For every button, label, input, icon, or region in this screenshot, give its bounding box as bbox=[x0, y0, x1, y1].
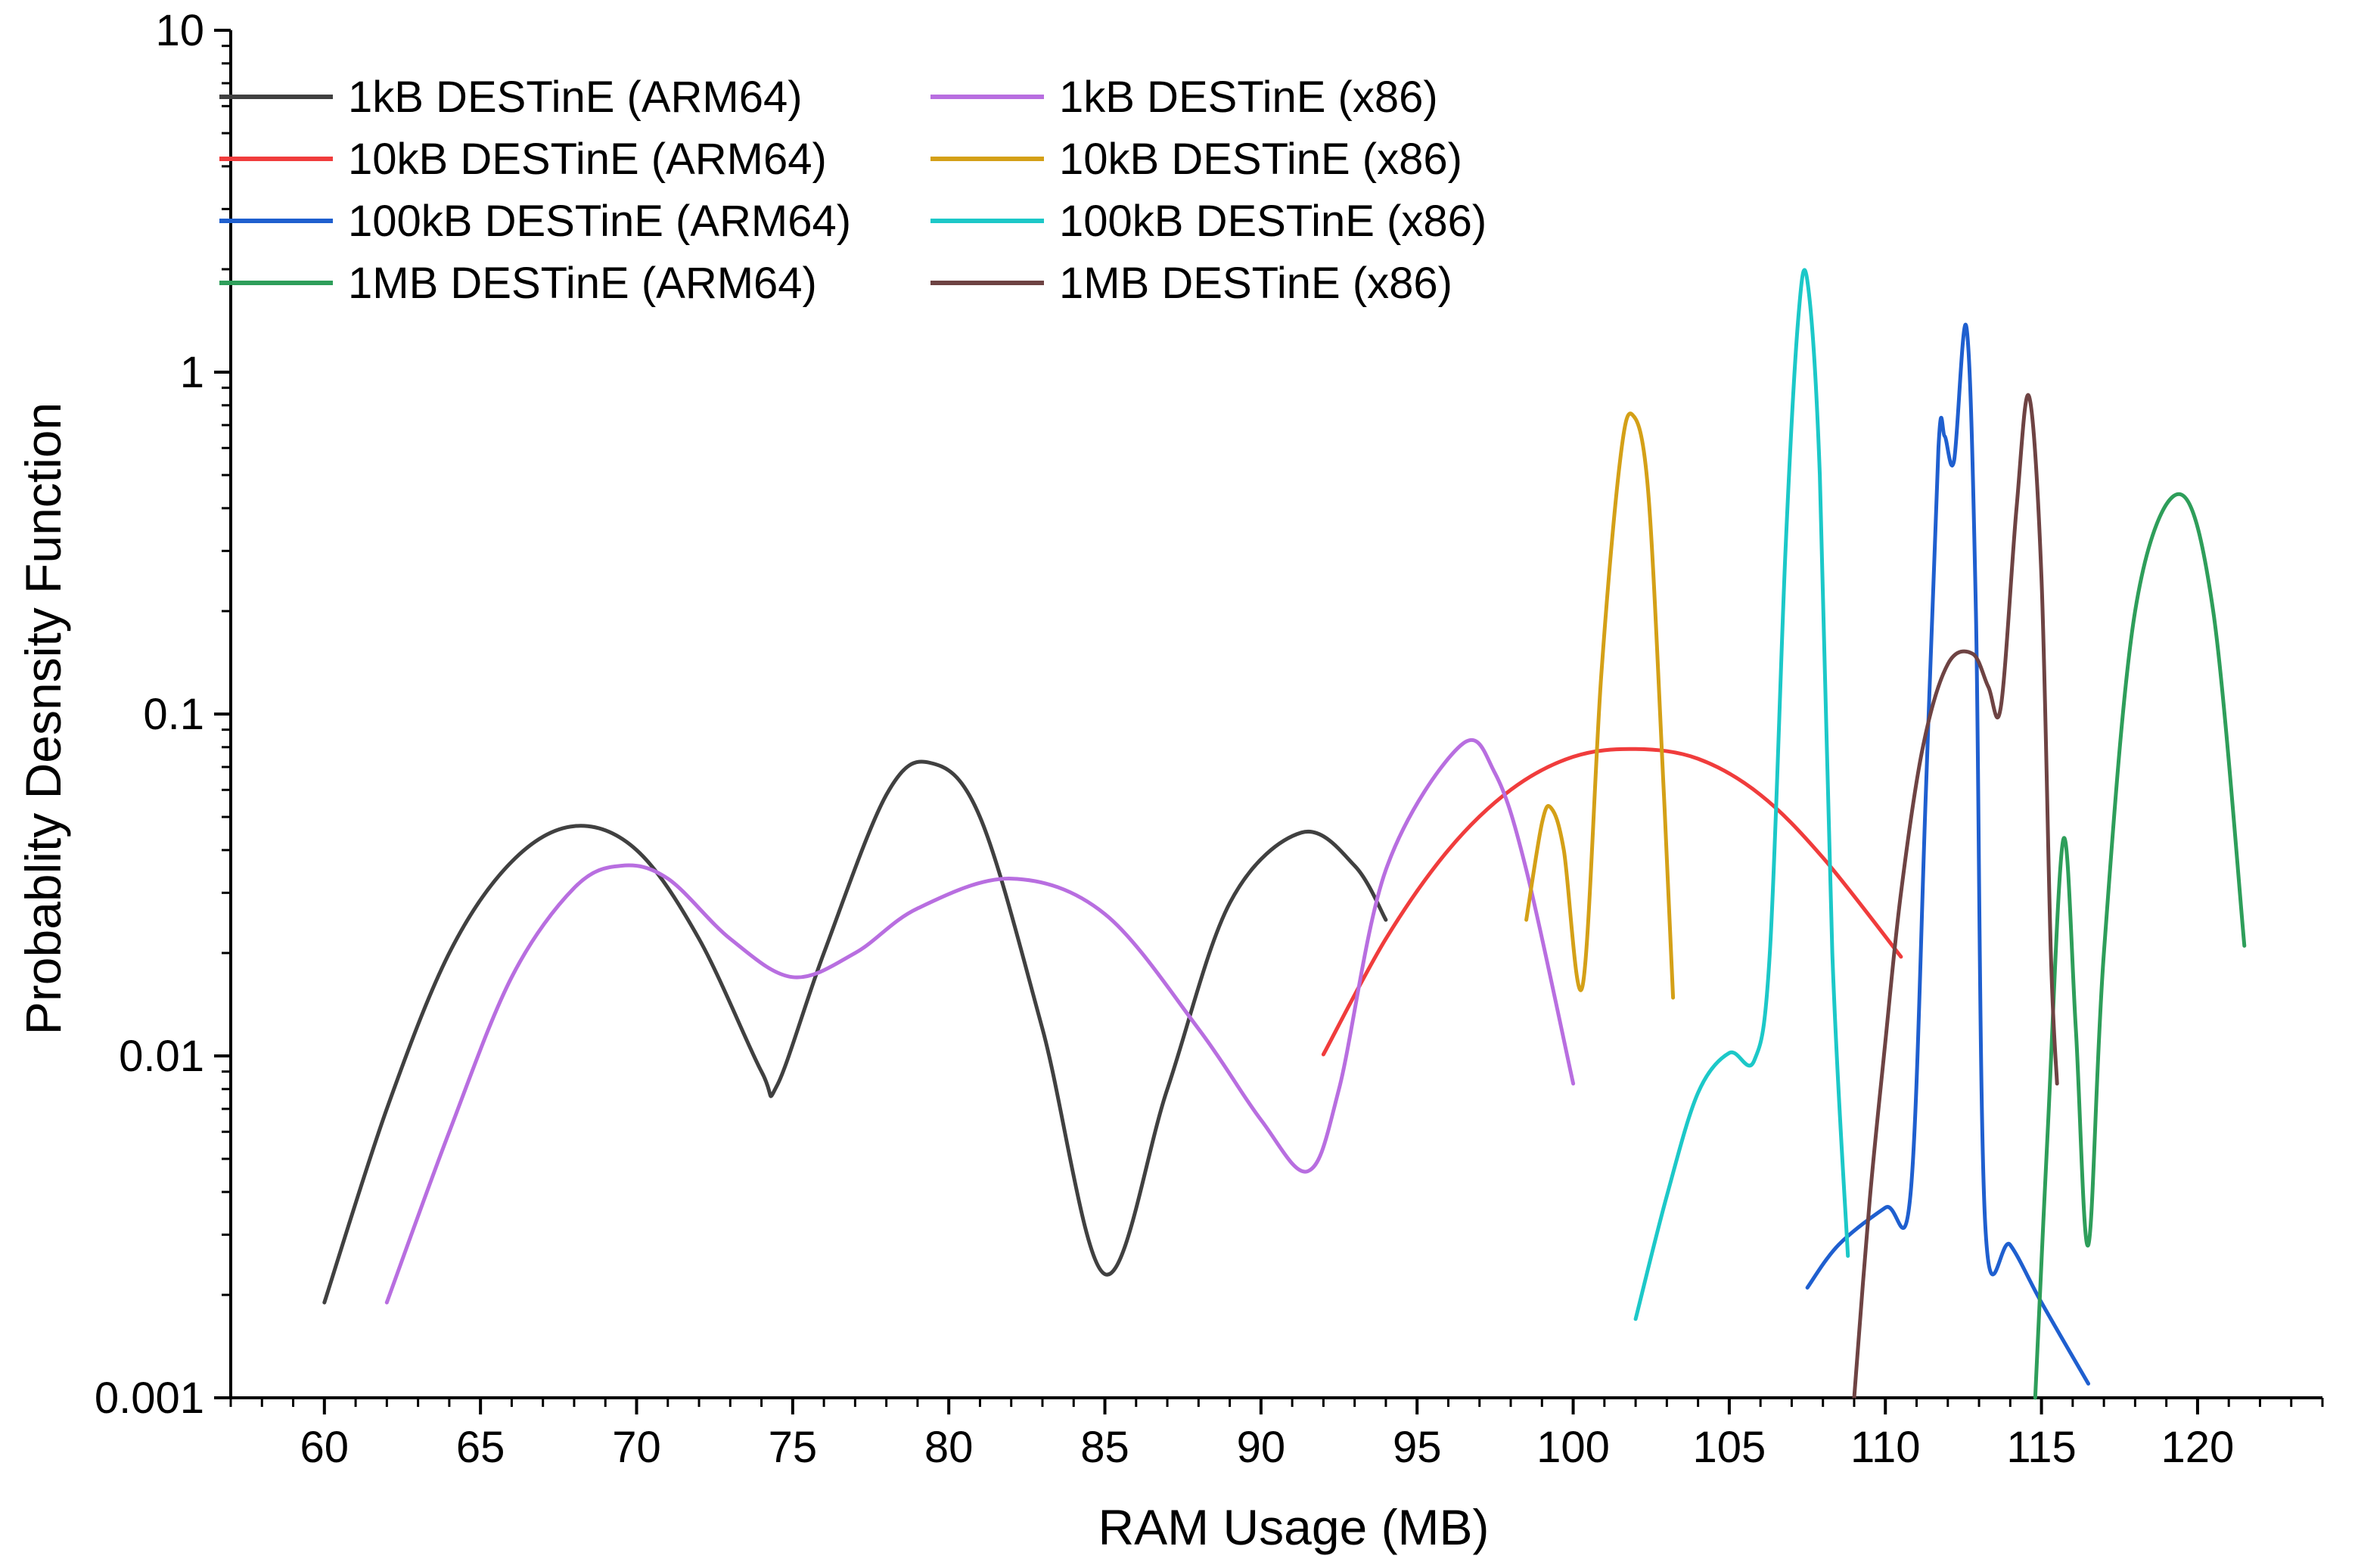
legend-label: 1kB DESTinE (ARM64) bbox=[348, 73, 803, 122]
y-tick-label: 0.001 bbox=[95, 1374, 204, 1423]
x-tick-label: 70 bbox=[612, 1423, 661, 1472]
legend: 1kB DESTinE (ARM64) 10kB DESTinE (ARM64) 1… bbox=[219, 73, 1487, 308]
legend-label: 1MB DESTinE (x86) bbox=[1059, 259, 1452, 308]
x-tick-label: 110 bbox=[1850, 1423, 1920, 1472]
x-tick-label: 105 bbox=[1693, 1423, 1766, 1472]
series-line-100kb-destine-x86 bbox=[1633, 268, 1850, 1321]
x-tick-label: 95 bbox=[1393, 1423, 1442, 1472]
series-line-10kb-destine-arm64 bbox=[1321, 747, 1903, 1057]
x-tick-label: 100 bbox=[1536, 1423, 1610, 1472]
series-line-1kb-destine-arm64 bbox=[322, 759, 1388, 1305]
y-axis-title: Probablity Desnsity Function bbox=[15, 402, 71, 1035]
series-lines bbox=[322, 268, 2247, 1400]
x-tick-label: 120 bbox=[2161, 1423, 2235, 1472]
legend-label: 100kB DESTinE (ARM64) bbox=[348, 197, 851, 246]
legend-label: 1kB DESTinE (x86) bbox=[1059, 73, 1438, 122]
legend-label: 10kB DESTinE (ARM64) bbox=[348, 135, 827, 184]
x-tick-label: 65 bbox=[456, 1423, 505, 1472]
x-tick-label: 85 bbox=[1080, 1423, 1129, 1472]
x-tick-label: 115 bbox=[2006, 1423, 2076, 1472]
x-tick-label: 80 bbox=[924, 1423, 974, 1472]
series-line-10kb-destine-x86 bbox=[1524, 411, 1676, 1000]
y-tick-label: 1 bbox=[180, 348, 204, 397]
series-line-1mb-destine-x86 bbox=[1852, 393, 2059, 1400]
x-axis-title: RAM Usage (MB) bbox=[1098, 1499, 1489, 1555]
x-tick-label: 60 bbox=[300, 1423, 350, 1472]
y-tick-label: 0.01 bbox=[119, 1032, 204, 1081]
series-line-1mb-destine-arm64 bbox=[2033, 492, 2247, 1400]
legend-label: 10kB DESTinE (x86) bbox=[1059, 135, 1462, 184]
series-line-100kb-destine-arm64 bbox=[1805, 322, 2090, 1386]
y-tick-label: 10 bbox=[155, 6, 204, 55]
x-tick-label: 90 bbox=[1237, 1423, 1286, 1472]
legend-label: 1MB DESTinE (ARM64) bbox=[348, 259, 817, 308]
series-line-1kb-destine-x86 bbox=[384, 737, 1576, 1305]
x-tick-label: 75 bbox=[769, 1423, 818, 1472]
y-tick-label: 0.1 bbox=[143, 690, 204, 739]
legend-label: 100kB DESTinE (x86) bbox=[1059, 197, 1487, 246]
axis-ticks: 60 65 70 75 80 85 90 95 100 105 110 115 1200.0010.01… bbox=[95, 6, 2324, 1472]
